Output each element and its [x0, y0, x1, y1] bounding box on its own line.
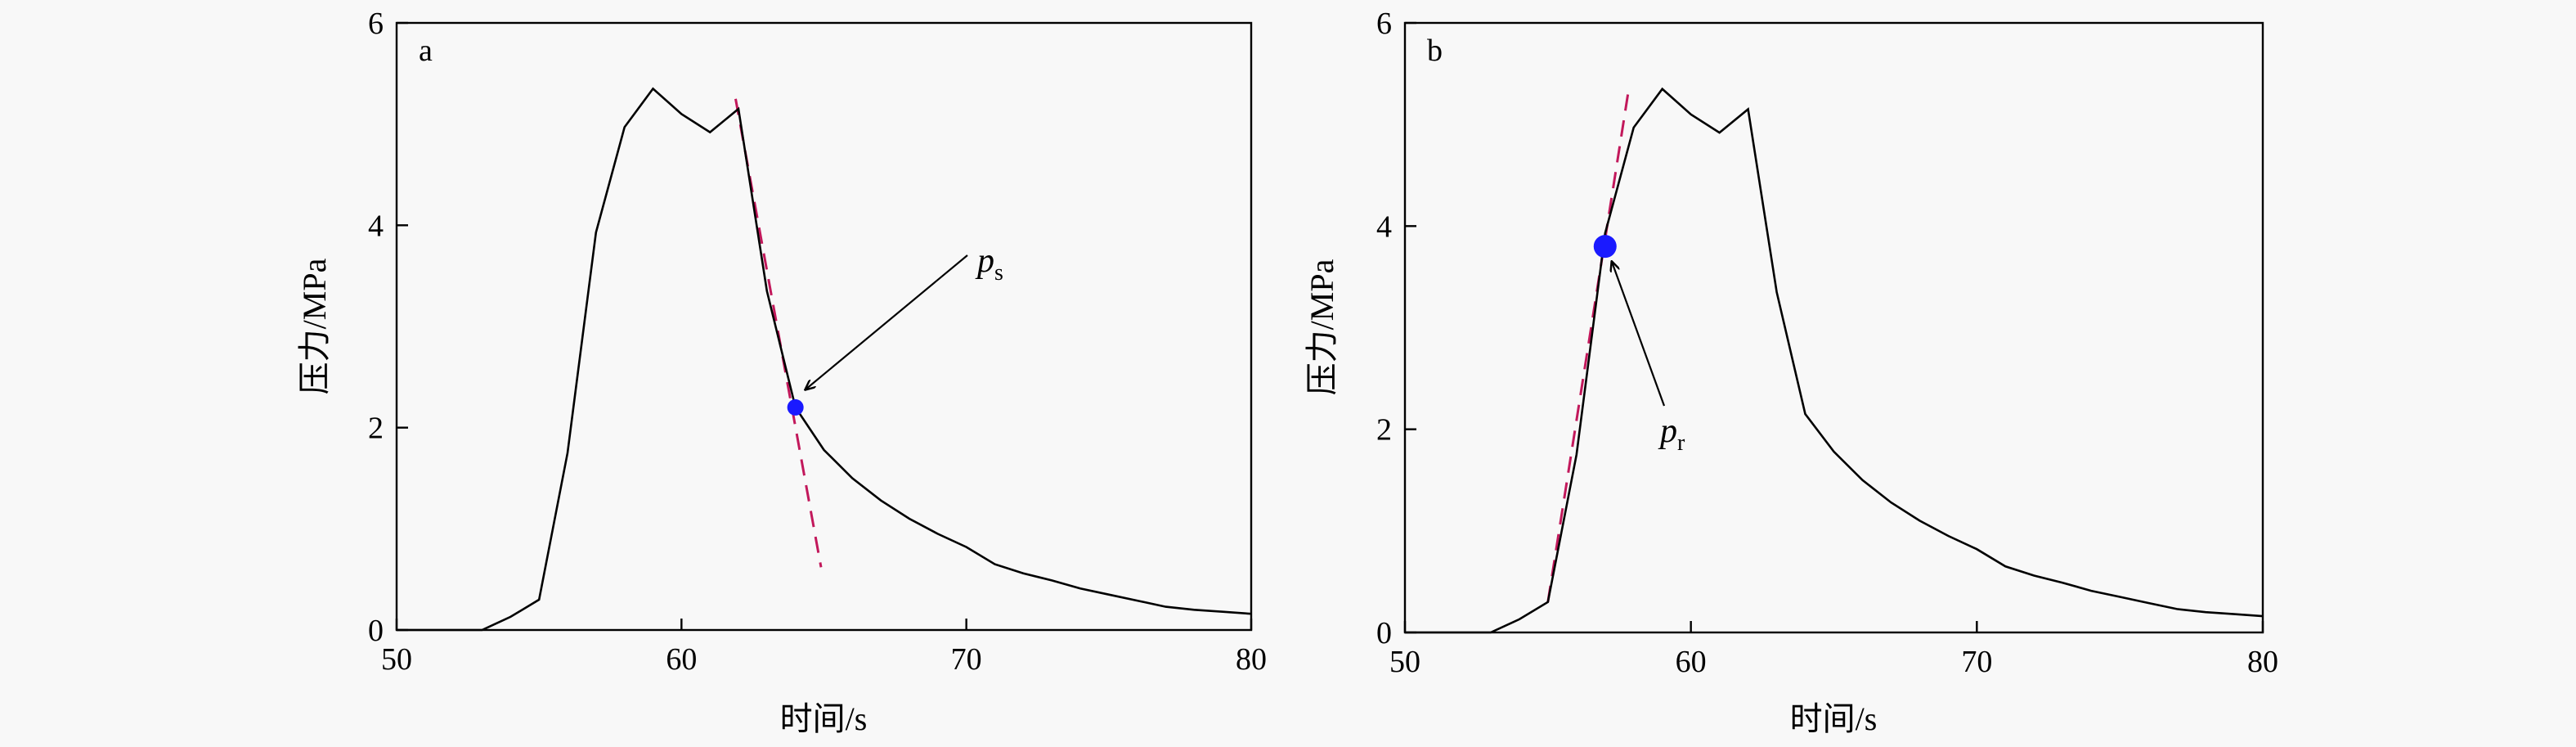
- series-line: [397, 87, 1252, 632]
- x-axis-label: 时间/s: [1790, 700, 1878, 737]
- x-tick-label: 70: [1961, 645, 1992, 679]
- x-tick-label: 50: [1389, 645, 1420, 679]
- y-tick-label: 2: [368, 412, 384, 446]
- panel-label: b: [1427, 34, 1443, 68]
- x-ticks: 50 60 70 80: [381, 619, 1267, 677]
- annotation-arrow: [806, 254, 968, 389]
- y-ticks: 0 2 4 6: [1376, 7, 1416, 650]
- x-tick-label: 70: [951, 642, 982, 677]
- annotation-label: pr: [1658, 412, 1685, 456]
- series-line: [1405, 87, 2264, 634]
- y-tick-label: 4: [368, 209, 384, 243]
- x-tick-label: 60: [1676, 645, 1707, 679]
- data-point-marker: [787, 398, 804, 416]
- annotation-arrow: [1612, 262, 1666, 407]
- y-ticks: 0 2 4 6: [368, 7, 408, 648]
- chart-panel-b: b 0 2 4 6 50 60 70 80 pr 时间/s 压力/MPa: [1304, 7, 2278, 737]
- chart-panel-a: a 0 2 4 6 50 60 70 80 ps 时间/s 压力/MPa: [296, 7, 1267, 737]
- plot-frame: [1403, 21, 2264, 634]
- y-tick-label: 0: [1376, 616, 1392, 650]
- tangent-line: [1546, 93, 1630, 603]
- x-tick-label: 60: [666, 642, 697, 677]
- y-tick-label: 0: [368, 614, 384, 648]
- x-tick-label: 80: [1236, 642, 1267, 677]
- x-tick-label: 50: [381, 642, 412, 677]
- x-axis-label: 时间/s: [780, 700, 868, 737]
- annotation-label: ps: [975, 242, 1003, 286]
- data-point-marker: [1593, 235, 1617, 259]
- x-ticks: 50 60 70 80: [1389, 621, 2278, 679]
- panel-label: a: [419, 34, 433, 68]
- y-axis-label: 压力/MPa: [1304, 259, 1340, 395]
- y-axis-label: 压力/MPa: [296, 258, 333, 394]
- y-tick-label: 4: [1376, 209, 1392, 244]
- x-tick-label: 80: [2247, 645, 2278, 679]
- y-tick-label: 2: [1376, 413, 1392, 448]
- y-tick-label: 6: [368, 7, 384, 41]
- y-tick-label: 6: [1376, 7, 1392, 41]
- plot-frame: [395, 21, 1253, 632]
